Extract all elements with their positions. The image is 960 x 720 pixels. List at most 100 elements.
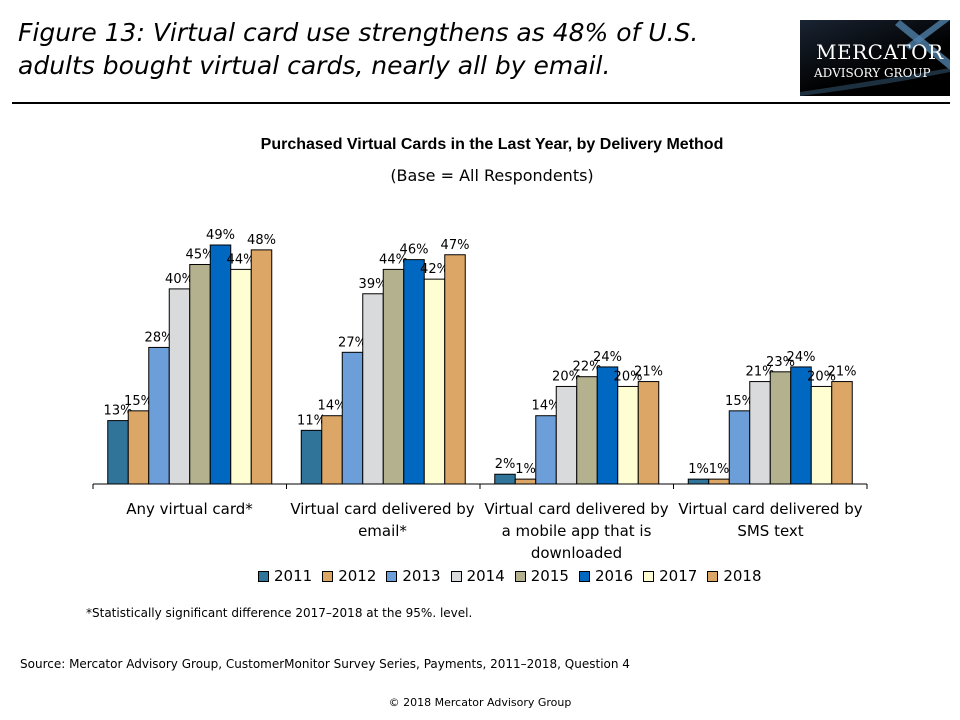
data-label: 13% bbox=[104, 404, 133, 419]
data-label: 49% bbox=[206, 228, 235, 243]
legend-swatch bbox=[450, 570, 462, 582]
bar-2014 bbox=[168, 288, 191, 485]
bar-2017 bbox=[230, 268, 252, 485]
legend-label: 2011 bbox=[274, 567, 313, 585]
legend-item: 2017 bbox=[643, 567, 697, 585]
bar-2011 bbox=[107, 420, 129, 485]
title-divider bbox=[12, 102, 950, 104]
bar-2015 bbox=[769, 371, 792, 485]
chart-title: Purchased Virtual Cards in the Last Year… bbox=[260, 136, 724, 153]
legend-item: 2016 bbox=[578, 567, 634, 585]
legend-item: 2013 bbox=[386, 567, 441, 585]
legend-swatch bbox=[514, 570, 526, 582]
legend-item: 2015 bbox=[514, 567, 569, 585]
data-label: 27% bbox=[338, 335, 367, 350]
bar-2011 bbox=[300, 429, 323, 485]
bar-2016 bbox=[403, 259, 425, 485]
legend: 2011 2012 2013 2014 2015 2016 2017 2018 bbox=[258, 567, 762, 585]
category-label: Any virtual card* bbox=[126, 500, 253, 518]
data-label: 40% bbox=[165, 272, 194, 287]
data-label: 14% bbox=[318, 399, 347, 414]
data-label: 39% bbox=[359, 277, 388, 292]
bar-2017 bbox=[617, 385, 639, 485]
data-label: 11% bbox=[297, 413, 326, 428]
legend-item: 2018 bbox=[707, 567, 762, 585]
data-label: 47% bbox=[441, 238, 470, 253]
legend-swatch bbox=[707, 570, 719, 582]
data-label: 15% bbox=[124, 394, 153, 409]
data-label: 23% bbox=[766, 355, 795, 370]
data-label: 1% bbox=[709, 462, 730, 477]
data-label: 22% bbox=[573, 360, 602, 375]
legend-swatch bbox=[258, 570, 269, 582]
bar-2013 bbox=[341, 351, 364, 485]
legend-label: 2018 bbox=[723, 567, 762, 585]
data-label: 21% bbox=[746, 365, 775, 380]
bar-2017 bbox=[423, 278, 446, 485]
data-label: 20% bbox=[807, 369, 836, 384]
data-label: 46% bbox=[400, 243, 429, 258]
logo-line1: Mercator bbox=[816, 40, 944, 64]
legend-label: 2013 bbox=[402, 567, 441, 585]
logo-line2: Advisory Group bbox=[814, 66, 931, 80]
bar-2017 bbox=[810, 385, 833, 485]
chart-subtitle: (Base = All Respondents) bbox=[390, 166, 594, 185]
figure-title: Figure 13: Virtual card use strengthens … bbox=[18, 18, 699, 80]
data-label: 14% bbox=[532, 399, 561, 414]
bar-2018 bbox=[250, 249, 273, 485]
data-label: 45% bbox=[186, 248, 215, 263]
bar-2014 bbox=[749, 381, 771, 485]
data-label: 1% bbox=[515, 462, 536, 477]
bar-2016 bbox=[596, 366, 619, 485]
data-label: 1% bbox=[688, 462, 709, 477]
source-note: Source: Mercator Advisory Group, Custome… bbox=[20, 657, 630, 671]
data-label: 24% bbox=[787, 350, 816, 365]
bar-2015 bbox=[382, 268, 405, 485]
legend-swatch bbox=[386, 570, 398, 582]
data-label: 28% bbox=[145, 330, 174, 345]
bar-2012 bbox=[514, 478, 537, 485]
legend-item: 2014 bbox=[450, 567, 505, 585]
logo-swoosh-icon bbox=[800, 20, 950, 96]
bar-2011 bbox=[494, 473, 516, 485]
bar-2016 bbox=[209, 244, 232, 485]
legend-item: 2011 bbox=[258, 567, 312, 585]
category-label: Virtual card delivered by SMS text bbox=[678, 500, 863, 540]
data-label: 15% bbox=[725, 394, 754, 409]
bar-2015 bbox=[189, 264, 211, 485]
footnote: *Statistically significant difference 20… bbox=[86, 606, 473, 620]
bar-2012 bbox=[127, 410, 150, 485]
data-label: 20% bbox=[552, 369, 581, 384]
category-label: Virtual card delivered by email* bbox=[290, 500, 475, 540]
legend-swatch bbox=[578, 570, 590, 582]
legend-item: 2012 bbox=[322, 567, 376, 585]
bar-2018 bbox=[637, 381, 660, 485]
data-label: 44% bbox=[227, 252, 256, 267]
category-label: Virtual card delivered by a mobile app t… bbox=[484, 500, 669, 562]
bar-2012 bbox=[708, 478, 730, 485]
bar-2013 bbox=[148, 346, 170, 485]
bar-2014 bbox=[555, 385, 578, 485]
bar-2018 bbox=[831, 381, 853, 485]
bar-2014 bbox=[362, 293, 384, 485]
legend-label: 2016 bbox=[594, 567, 634, 585]
bar-2018 bbox=[444, 254, 466, 485]
legend-swatch bbox=[643, 570, 655, 582]
mercator-logo: Mercator Advisory Group bbox=[800, 20, 950, 96]
bar-2013 bbox=[728, 410, 751, 485]
legend-label: 2015 bbox=[530, 567, 569, 585]
data-label: 24% bbox=[593, 350, 622, 365]
data-label: 48% bbox=[247, 233, 276, 248]
data-label: 21% bbox=[828, 365, 857, 380]
legend-swatch bbox=[322, 570, 334, 582]
bar-2012 bbox=[321, 415, 343, 485]
data-label: 2% bbox=[495, 457, 516, 472]
bar-2015 bbox=[576, 376, 598, 485]
data-label: 42% bbox=[420, 262, 449, 277]
legend-label: 2014 bbox=[466, 567, 505, 585]
bar-2013 bbox=[535, 415, 557, 485]
bar-2011 bbox=[687, 478, 710, 485]
data-label: 20% bbox=[614, 369, 643, 384]
data-label: 21% bbox=[634, 365, 663, 380]
